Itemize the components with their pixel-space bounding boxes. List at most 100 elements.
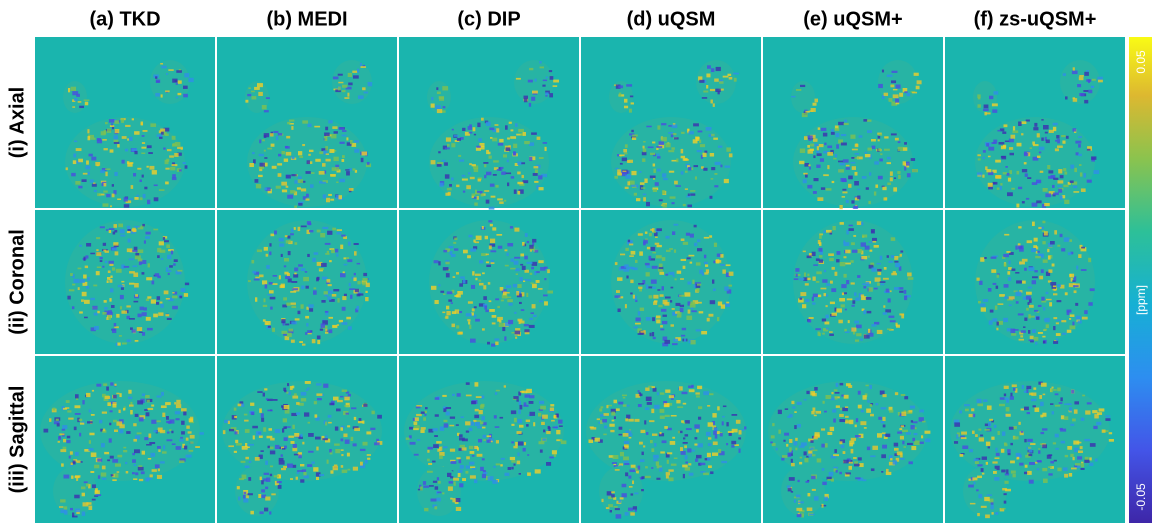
texture	[148, 263, 150, 267]
texture	[327, 279, 331, 282]
texture	[485, 236, 488, 239]
texture	[996, 453, 1000, 456]
texture	[112, 267, 115, 270]
texture	[157, 446, 161, 449]
texture	[492, 138, 497, 142]
texture	[146, 232, 151, 235]
texture	[864, 427, 867, 429]
texture	[851, 328, 856, 332]
texture	[1073, 285, 1079, 287]
texture	[855, 144, 859, 147]
texture	[460, 465, 464, 469]
texture	[96, 252, 101, 256]
texture	[884, 197, 888, 200]
texture	[1031, 248, 1036, 252]
texture	[713, 138, 718, 140]
texture	[527, 262, 533, 264]
texture	[807, 274, 809, 277]
texture	[326, 159, 331, 162]
texture	[112, 459, 118, 463]
texture	[528, 279, 531, 281]
texture	[469, 132, 473, 134]
texture	[76, 148, 82, 151]
texture	[550, 76, 554, 80]
texture	[146, 299, 149, 301]
texture	[354, 243, 359, 245]
texture	[64, 475, 70, 479]
texture	[891, 273, 897, 276]
texture	[1047, 455, 1052, 459]
texture	[789, 439, 792, 443]
texture	[451, 143, 455, 147]
texture	[111, 305, 115, 308]
texture	[845, 472, 850, 474]
texture	[1018, 122, 1022, 126]
texture	[157, 134, 163, 136]
texture	[617, 277, 622, 281]
texture	[844, 256, 847, 258]
texture	[287, 383, 289, 386]
texture	[547, 291, 553, 294]
texture	[545, 92, 548, 95]
texture	[104, 452, 109, 454]
texture	[301, 268, 306, 271]
texture	[250, 403, 254, 406]
texture	[253, 159, 256, 163]
texture	[879, 159, 882, 162]
texture	[172, 443, 176, 445]
texture	[186, 426, 189, 429]
texture	[298, 311, 301, 314]
texture	[849, 441, 854, 445]
texture	[431, 499, 437, 502]
texture	[650, 229, 653, 231]
texture	[894, 261, 898, 263]
texture	[319, 268, 324, 270]
texture	[301, 226, 307, 228]
texture	[465, 421, 470, 425]
texture	[726, 422, 728, 426]
texture	[714, 428, 718, 432]
texture	[342, 322, 346, 325]
texture	[1001, 449, 1004, 453]
texture	[127, 231, 131, 233]
texture	[339, 127, 345, 129]
texture	[317, 336, 321, 340]
texture	[507, 138, 510, 140]
texture	[639, 442, 643, 445]
texture	[509, 303, 513, 306]
texture	[1045, 318, 1050, 322]
texture	[435, 486, 438, 489]
texture	[89, 506, 93, 510]
texture	[169, 265, 173, 267]
texture	[121, 281, 124, 283]
texture	[1004, 398, 1008, 400]
texture	[894, 443, 898, 447]
texture	[1009, 147, 1013, 150]
texture	[109, 438, 112, 442]
texture	[486, 172, 491, 176]
texture	[1070, 325, 1076, 329]
texture	[723, 406, 726, 408]
texture	[720, 264, 724, 266]
texture	[664, 403, 670, 407]
texture	[877, 263, 881, 265]
texture	[114, 135, 118, 139]
texture	[285, 324, 289, 326]
texture	[138, 314, 142, 318]
texture	[350, 140, 353, 144]
texture	[147, 328, 153, 331]
texture	[126, 471, 129, 473]
texture	[721, 461, 727, 463]
texture	[486, 261, 489, 263]
texture	[855, 477, 860, 479]
texture	[1031, 399, 1036, 401]
texture	[160, 129, 165, 132]
texture	[1023, 297, 1026, 300]
texture	[125, 462, 127, 464]
texture	[1027, 412, 1030, 414]
texture	[979, 281, 982, 285]
texture	[893, 460, 897, 464]
texture	[474, 306, 477, 308]
texture	[642, 152, 647, 156]
texture	[447, 144, 450, 147]
